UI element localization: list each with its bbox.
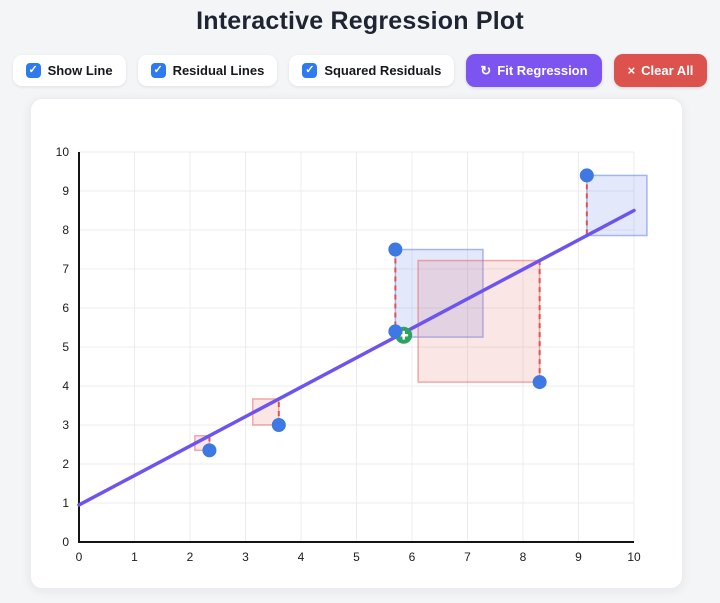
refresh-icon: ↻: [480, 63, 492, 78]
plus-icon: [402, 330, 405, 340]
data-point[interactable]: [271, 418, 286, 432]
x-tick-label: 8: [520, 550, 527, 564]
regression-chart-canvas[interactable]: 0 1 2 3 4 5 6 7 8 9 10 0 1 2 3 4 5 6 7 8 9 10: [31, 99, 682, 588]
toggle-squared-residuals-label: Squared Residuals: [324, 63, 442, 78]
data-point[interactable]: [202, 443, 217, 458]
checkbox-checked-icon[interactable]: ✓: [25, 63, 41, 78]
y-tick-label: 3: [62, 418, 69, 432]
fit-regression-button[interactable]: ↻ Fit Regression: [466, 54, 602, 87]
controls-toolbar: ✓ Show Line ✓ Residual Lines ✓ Squared R…: [0, 54, 720, 87]
x-tick-label: 0: [76, 550, 83, 564]
toggle-residual-lines[interactable]: ✓ Residual Lines: [137, 55, 278, 86]
x-tick-label: 9: [575, 550, 582, 564]
x-tick-label: 10: [627, 550, 641, 564]
fit-regression-label: Fit Regression: [497, 63, 588, 78]
regression-line: [77, 208, 636, 507]
x-tick-label: 1: [131, 550, 138, 564]
x-tick-label: 2: [187, 550, 194, 564]
y-tick-label: 1: [62, 496, 69, 510]
toggle-squared-residuals[interactable]: ✓ Squared Residuals: [289, 55, 455, 86]
x-tick-label: 5: [353, 550, 360, 564]
y-tick-label: 7: [62, 262, 69, 276]
y-tick-label: 0: [62, 535, 69, 549]
y-tick-label: 6: [62, 301, 69, 315]
x-tick-label: 3: [242, 550, 249, 564]
squared-residual: [417, 259, 541, 383]
clear-all-button[interactable]: × Clear All: [613, 54, 708, 87]
y-tick-label: 8: [62, 223, 69, 237]
toggle-residual-lines-label: Residual Lines: [172, 63, 265, 78]
y-tick-label: 2: [62, 457, 69, 471]
page-title: Interactive Regression Plot: [196, 7, 524, 35]
squared-residual: [394, 248, 484, 338]
checkbox-checked-icon[interactable]: ✓: [302, 63, 318, 78]
x-tick-label: 7: [464, 550, 471, 564]
data-point[interactable]: [388, 242, 403, 257]
toggle-show-line-label: Show Line: [47, 63, 113, 78]
y-tick-label: 9: [62, 184, 69, 198]
checkbox-checked-icon[interactable]: ✓: [150, 63, 166, 78]
toggle-show-line[interactable]: ✓ Show Line: [12, 55, 126, 86]
data-point[interactable]: [579, 168, 594, 183]
close-icon: ×: [627, 63, 636, 78]
y-tick-label: 4: [62, 379, 69, 393]
clear-all-label: Clear All: [641, 63, 694, 78]
y-tick-label: 5: [62, 340, 69, 354]
x-tick-label: 4: [298, 550, 305, 564]
squared-residual: [586, 174, 648, 237]
data-point[interactable]: [388, 324, 403, 339]
regression-chart-card: 0 1 2 3 4 5 6 7 8 9 10 0 1 2 3 4 5 6 7 8 9 10: [30, 98, 683, 589]
x-tick-label: 6: [409, 550, 416, 564]
y-tick-label: 10: [56, 145, 70, 159]
data-point[interactable]: [532, 375, 547, 390]
